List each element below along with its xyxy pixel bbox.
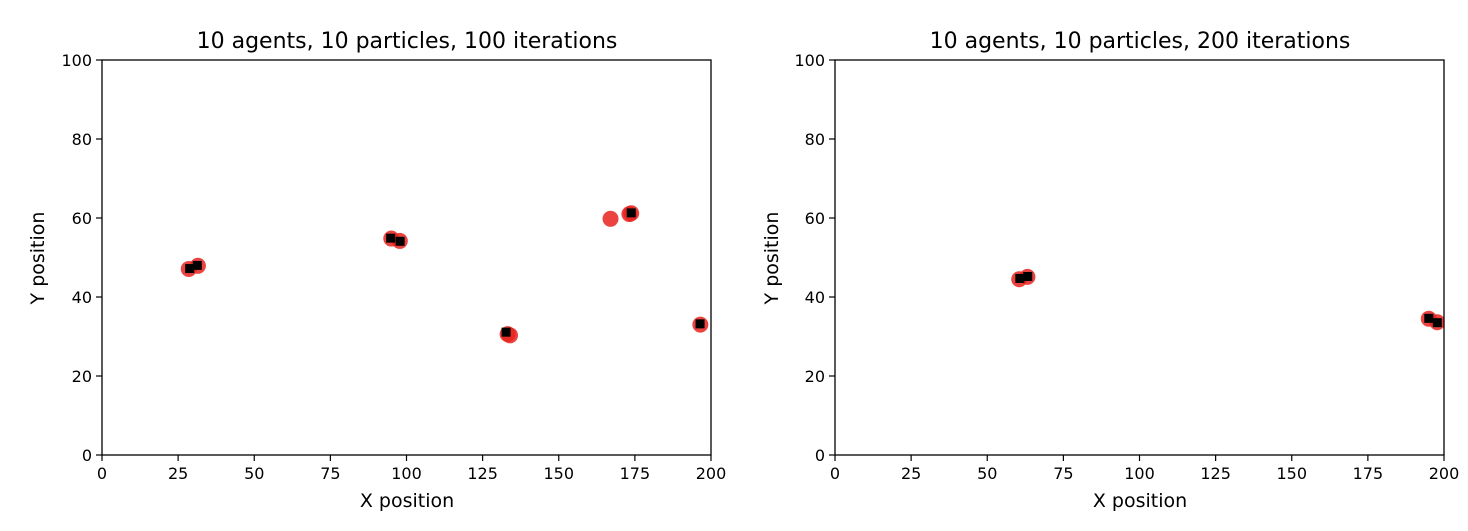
particle-point <box>602 210 619 227</box>
y-axis-label: Y position <box>27 212 49 306</box>
agent-point <box>395 236 405 246</box>
y-tick-label: 60 <box>805 209 825 228</box>
y-tick-label: 0 <box>815 446 825 465</box>
x-tick-label: 200 <box>696 464 727 483</box>
agent-point <box>1432 318 1442 328</box>
y-tick-label: 80 <box>72 130 92 149</box>
agent-point <box>192 260 202 270</box>
plot-area <box>180 205 709 344</box>
y-tick-label: 60 <box>72 209 92 228</box>
agent-point <box>1015 273 1025 283</box>
x-tick-label: 50 <box>977 464 997 483</box>
x-tick-label: 25 <box>168 464 188 483</box>
y-tick-label: 0 <box>82 446 92 465</box>
x-tick-label: 75 <box>1053 464 1073 483</box>
chart-title: 10 agents, 10 particles, 200 iterations <box>930 29 1351 54</box>
x-tick-label: 0 <box>830 464 840 483</box>
x-tick-label: 200 <box>1429 464 1460 483</box>
agent-point <box>501 327 511 337</box>
axes-frame <box>834 59 1445 456</box>
x-axis-label: X position <box>360 490 454 512</box>
x-tick-label: 175 <box>620 464 651 483</box>
x-axis-label: X position <box>1093 490 1187 512</box>
plot-area <box>1011 268 1444 331</box>
y-axis-label: Y position <box>761 212 783 306</box>
x-tick-label: 125 <box>1200 464 1231 483</box>
x-tick-label: 75 <box>320 464 340 483</box>
left-scatter-chart: 10 agents, 10 particles, 100 iterations … <box>27 29 726 512</box>
agent-point <box>185 264 195 274</box>
agent-point <box>695 319 705 329</box>
right-scatter-chart: 10 agents, 10 particles, 200 iterations … <box>761 29 1459 512</box>
agent-point <box>626 208 636 218</box>
chart-title: 10 agents, 10 particles, 100 iterations <box>197 29 618 54</box>
agent-point <box>1023 271 1033 281</box>
agent-point <box>386 233 396 243</box>
x-tick-label: 150 <box>543 464 574 483</box>
x-tick-label: 0 <box>97 464 107 483</box>
x-tick-label: 50 <box>244 464 264 483</box>
x-tick-label: 125 <box>467 464 498 483</box>
agent-point <box>1424 313 1434 323</box>
axes-frame <box>101 59 712 456</box>
y-tick-label: 20 <box>72 367 92 386</box>
y-tick-label: 40 <box>805 288 825 307</box>
y-tick-label: 20 <box>805 367 825 386</box>
x-tick-label: 175 <box>1353 464 1384 483</box>
x-tick-label: 25 <box>901 464 921 483</box>
x-tick-label: 100 <box>391 464 422 483</box>
x-tick-label: 150 <box>1276 464 1307 483</box>
y-tick-label: 40 <box>72 288 92 307</box>
x-tick-label: 100 <box>1124 464 1155 483</box>
y-tick-label: 100 <box>61 51 92 70</box>
y-tick-label: 80 <box>805 130 825 149</box>
y-tick-label: 100 <box>794 51 825 70</box>
